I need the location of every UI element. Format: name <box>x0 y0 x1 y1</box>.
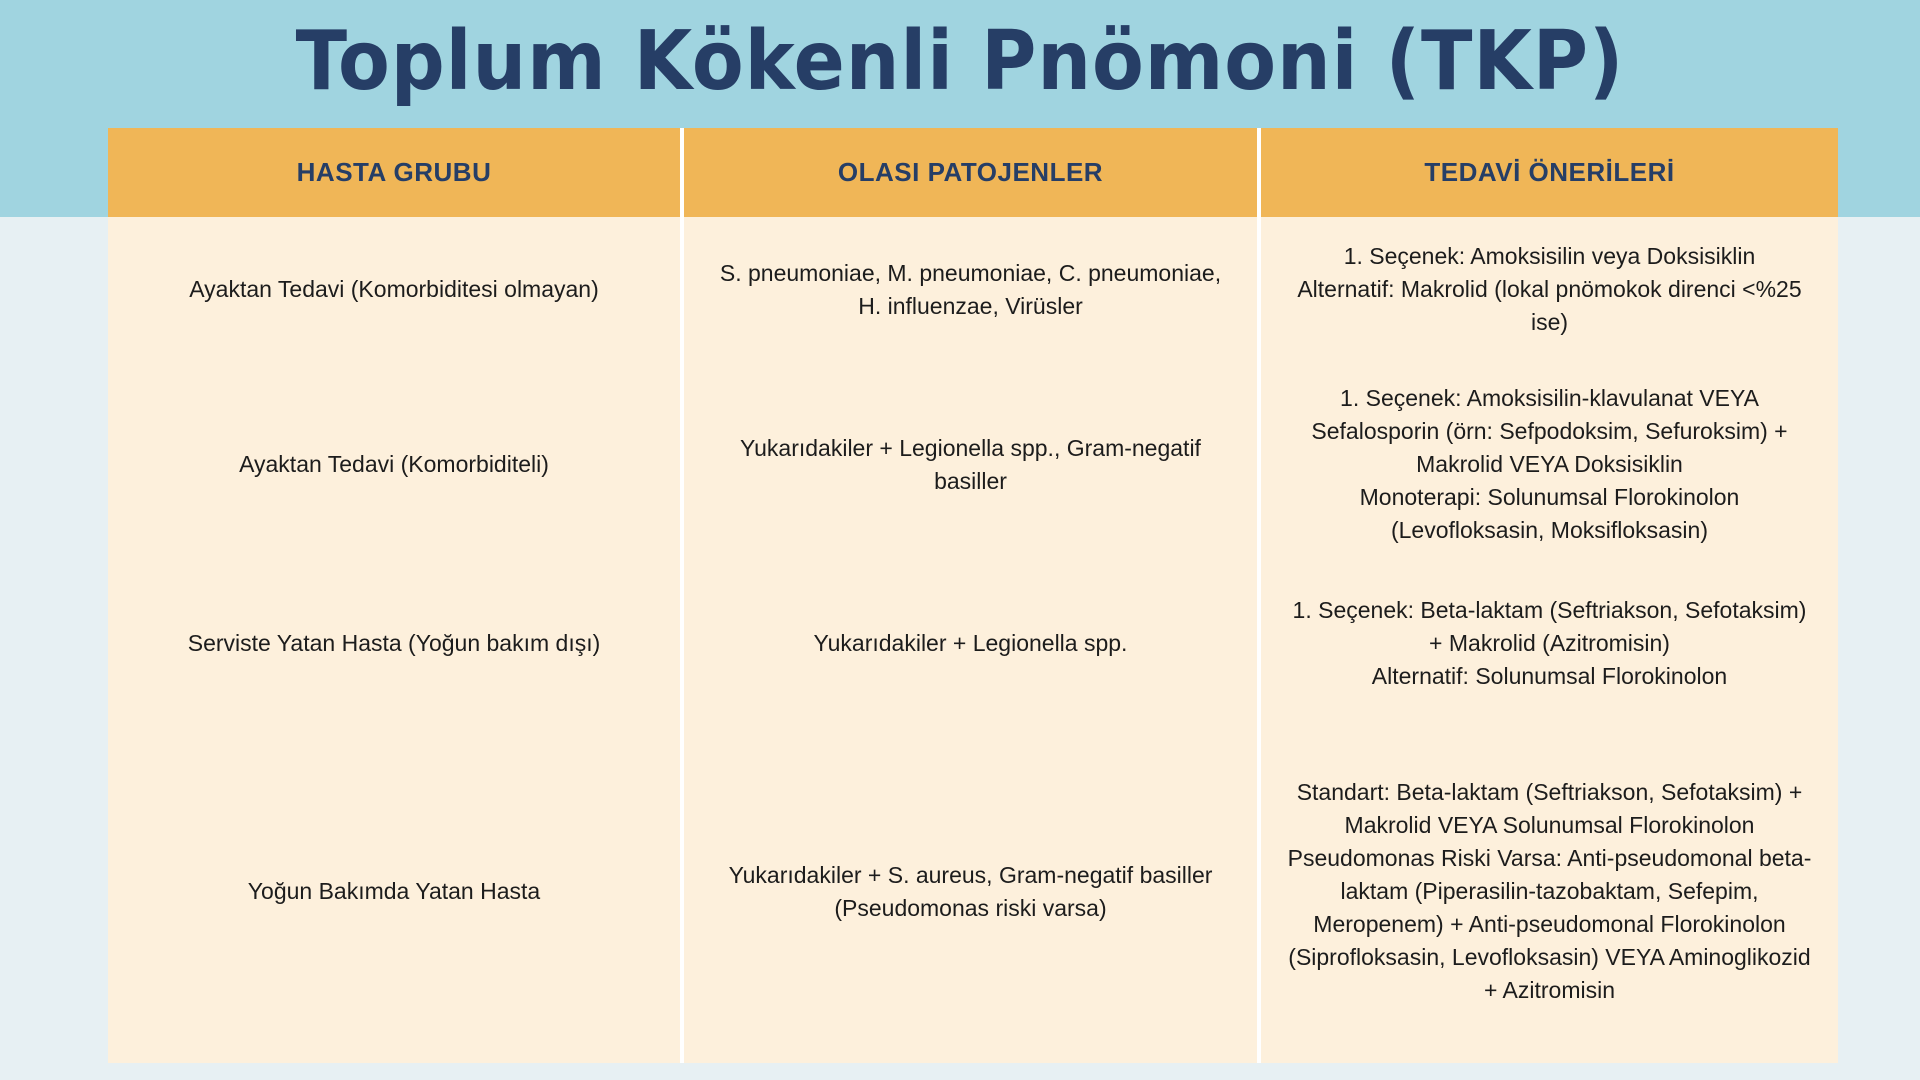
treatment-line: Pseudomonas Riski Varsa: Anti-pseudomona… <box>1287 845 1812 1003</box>
header-olasi-patojenler: OLASI PATOJENLER <box>684 128 1261 217</box>
patient-group-cell: Ayaktan Tedavi (Komorbiditesi olmayan) <box>108 217 684 362</box>
pathogens-cell: Yukarıdakiler + Legionella spp. <box>684 567 1261 720</box>
table-header-row: HASTA GRUBU OLASI PATOJENLER TEDAVİ ÖNER… <box>108 128 1838 217</box>
treatment-cell: 1. Seçenek: Amoksisilin veya Doksisiklin… <box>1261 217 1838 362</box>
table-row: Serviste Yatan Hasta (Yoğun bakım dışı) … <box>108 567 1838 720</box>
treatment-line: Alternatif: Makrolid (lokal pnömokok dir… <box>1297 276 1802 335</box>
pneumonia-table: HASTA GRUBU OLASI PATOJENLER TEDAVİ ÖNER… <box>108 128 1838 1063</box>
table-row: Ayaktan Tedavi (Komorbiditeli) Yukarıdak… <box>108 362 1838 567</box>
pathogens-cell: Yukarıdakiler + S. aureus, Gram-negatif … <box>684 720 1261 1063</box>
header-tedavi-onerileri: TEDAVİ ÖNERİLERİ <box>1261 128 1838 217</box>
pathogens-cell: S. pneumoniae, M. pneumoniae, C. pneumon… <box>684 217 1261 362</box>
patient-group-cell: Yoğun Bakımda Yatan Hasta <box>108 720 684 1063</box>
treatment-cell: 1. Seçenek: Beta-laktam (Seftriakson, Se… <box>1261 567 1838 720</box>
treatment-line: Standart: Beta-laktam (Seftriakson, Sefo… <box>1296 779 1803 838</box>
treatment-line: Monoterapi: Solunumsal Florokinolon (Lev… <box>1359 484 1740 543</box>
page-title: Toplum Kökenli Pnömoni (TKP) <box>295 14 1625 109</box>
header-hasta-grubu: HASTA GRUBU <box>108 128 684 217</box>
treatment-line: 1. Seçenek: Amoksisilin veya Doksisiklin <box>1343 243 1756 269</box>
patient-group-cell: Serviste Yatan Hasta (Yoğun bakım dışı) <box>108 567 684 720</box>
table-row: Yoğun Bakımda Yatan Hasta Yukarıdakiler … <box>108 720 1838 1063</box>
table-row: Ayaktan Tedavi (Komorbiditesi olmayan) S… <box>108 217 1838 362</box>
treatment-cell: Standart: Beta-laktam (Seftriakson, Sefo… <box>1261 720 1838 1063</box>
pathogens-cell: Yukarıdakiler + Legionella spp., Gram-ne… <box>684 362 1261 567</box>
treatment-line: 1. Seçenek: Beta-laktam (Seftriakson, Se… <box>1292 597 1807 656</box>
patient-group-cell: Ayaktan Tedavi (Komorbiditeli) <box>108 362 684 567</box>
treatment-line: Alternatif: Solunumsal Florokinolon <box>1371 663 1728 689</box>
treatment-cell: 1. Seçenek: Amoksisilin-klavulanat VEYA … <box>1261 362 1838 567</box>
treatment-line: 1. Seçenek: Amoksisilin-klavulanat VEYA … <box>1311 385 1788 477</box>
